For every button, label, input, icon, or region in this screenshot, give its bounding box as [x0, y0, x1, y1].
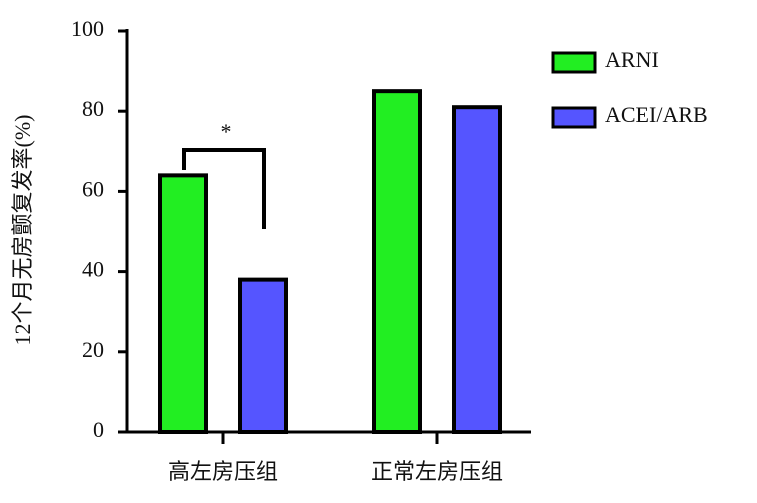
- bar: [158, 173, 208, 435]
- y-tick-label: 80: [82, 96, 104, 121]
- y-tick-label: 0: [93, 417, 104, 442]
- x-tick-label: 高左房压组: [168, 459, 278, 484]
- legend-label: ARNI: [605, 47, 659, 72]
- significance-label: *: [221, 119, 232, 144]
- bar: [238, 277, 288, 434]
- legend-swatch: [551, 51, 597, 74]
- y-tick-label: 60: [82, 176, 104, 201]
- y-tick-label: 20: [82, 337, 104, 362]
- legend-swatch: [551, 106, 597, 129]
- y-tick-label: 100: [71, 16, 104, 41]
- y-tick-label: 40: [82, 257, 104, 282]
- y-axis-label: 12个月无房颤复发率(%): [10, 115, 35, 346]
- legend-label: ACEI/ARB: [605, 102, 708, 127]
- x-tick-label: 正常左房压组: [371, 459, 503, 484]
- bar: [372, 89, 422, 435]
- bar: [452, 105, 502, 434]
- significance-bracket: [182, 148, 266, 229]
